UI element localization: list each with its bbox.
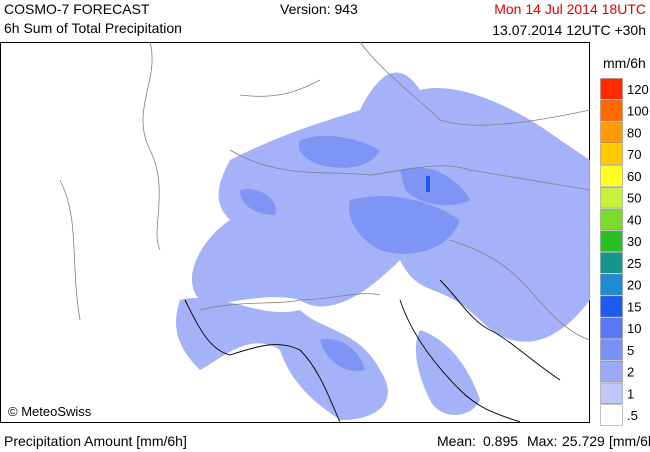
legend-swatch [600,165,623,187]
legend-title: mm/6h [603,55,646,71]
precip-moderate [240,135,470,371]
valid-time: Mon 14 Jul 2014 18UTC [494,1,646,17]
mean-value: 0.895 [483,433,518,449]
subtitle: 6h Sum of Total Precipitation [4,20,182,36]
version: Version: 943 [280,1,358,17]
legend-label: 80 [627,125,641,140]
legend-label: 70 [627,147,641,162]
legend-swatch [600,317,623,339]
credit-bg [4,402,96,420]
legend-swatch [600,274,623,296]
legend-swatch [600,361,623,383]
legend-label: 50 [627,191,641,206]
legend-swatch [600,121,623,143]
legend-swatch [600,295,623,317]
run-time: 13.07.2014 12UTC +30h [492,22,646,38]
legend-label: 30 [627,234,641,249]
legend-label: 100 [627,104,649,119]
legend-label: 25 [627,256,641,271]
legend-swatch [600,404,623,426]
map: © MeteoSwiss [0,41,591,423]
legend-label: 2 [627,365,634,380]
mean-label: Mean: [437,433,476,449]
legend-label: 60 [627,169,641,184]
legend-swatch [600,230,623,252]
legend: mm/6h 120 100 80 70 60 50 40 30 25 20 15 10 5 2 1 .5 [600,55,649,426]
legend-label: 15 [627,299,641,314]
legend-swatch [600,100,623,122]
legend-swatch [600,339,623,361]
credit: © MeteoSwiss [8,404,92,419]
legend-label: 20 [627,278,641,293]
max-label: Max: [527,433,557,449]
coastlines [184,279,561,423]
legend-swatch [600,252,623,274]
max-value: 25.729 [562,433,605,449]
legend-swatch [600,143,623,165]
legend-swatch [600,78,623,100]
legend-swatch [600,187,623,209]
legend-label: 120 [627,82,649,97]
legend-swatch [600,382,623,404]
borders [59,41,591,341]
unit: [mm/6h] [609,433,650,449]
legend-label: 10 [627,321,641,336]
footer-left: Precipitation Amount [mm/6h] [4,433,187,449]
legend-label: 40 [627,212,641,227]
title: COSMO-7 FORECAST [4,1,150,17]
precip-peak [426,176,430,192]
legend-label: 5 [627,343,634,358]
legend-label: 1 [627,386,634,401]
legend-swatch [600,208,623,230]
legend-label: .5 [627,408,638,423]
